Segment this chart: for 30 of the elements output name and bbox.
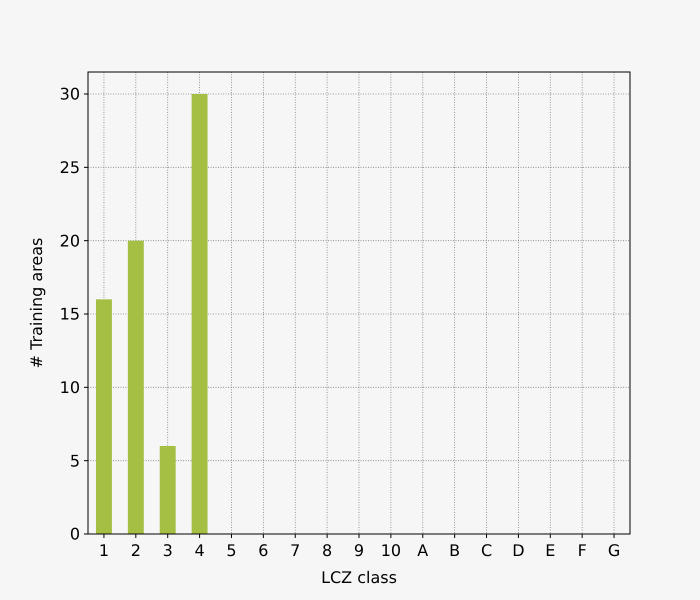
y-tick-label: 0 <box>70 524 80 544</box>
bar <box>192 94 208 534</box>
y-tick-label: 25 <box>60 158 80 177</box>
x-tick-label: 9 <box>354 541 364 560</box>
x-tick-label: G <box>608 541 620 560</box>
x-tick-label: A <box>417 541 428 560</box>
x-tick-label: 4 <box>194 541 205 560</box>
x-tick-label: 2 <box>130 541 141 560</box>
x-tick-label: 6 <box>258 541 268 560</box>
bar <box>128 240 144 534</box>
bar <box>160 446 176 534</box>
x-tick-label: 3 <box>162 541 173 560</box>
y-tick-label: 20 <box>60 231 80 250</box>
x-tick-label: E <box>545 541 556 560</box>
x-tick-label: 7 <box>290 541 300 560</box>
x-tick-label: F <box>578 541 587 560</box>
y-tick-label: 10 <box>60 378 80 397</box>
x-tick-label: 1 <box>98 541 110 560</box>
x-axis-title: LCZ class <box>321 568 397 587</box>
x-tick-label: B <box>449 541 460 560</box>
bar <box>96 299 112 534</box>
y-axis-title: # Training areas <box>27 238 46 368</box>
y-tick-label: 5 <box>70 451 80 470</box>
y-tick-label: 30 <box>60 84 80 104</box>
x-tick-label: 8 <box>322 541 332 560</box>
x-tick-label: D <box>512 541 525 560</box>
x-tick-label: 5 <box>226 541 237 560</box>
x-tick-label: C <box>480 541 492 560</box>
x-tick-label: 10 <box>380 541 402 560</box>
y-tick-label: 15 <box>60 304 80 324</box>
